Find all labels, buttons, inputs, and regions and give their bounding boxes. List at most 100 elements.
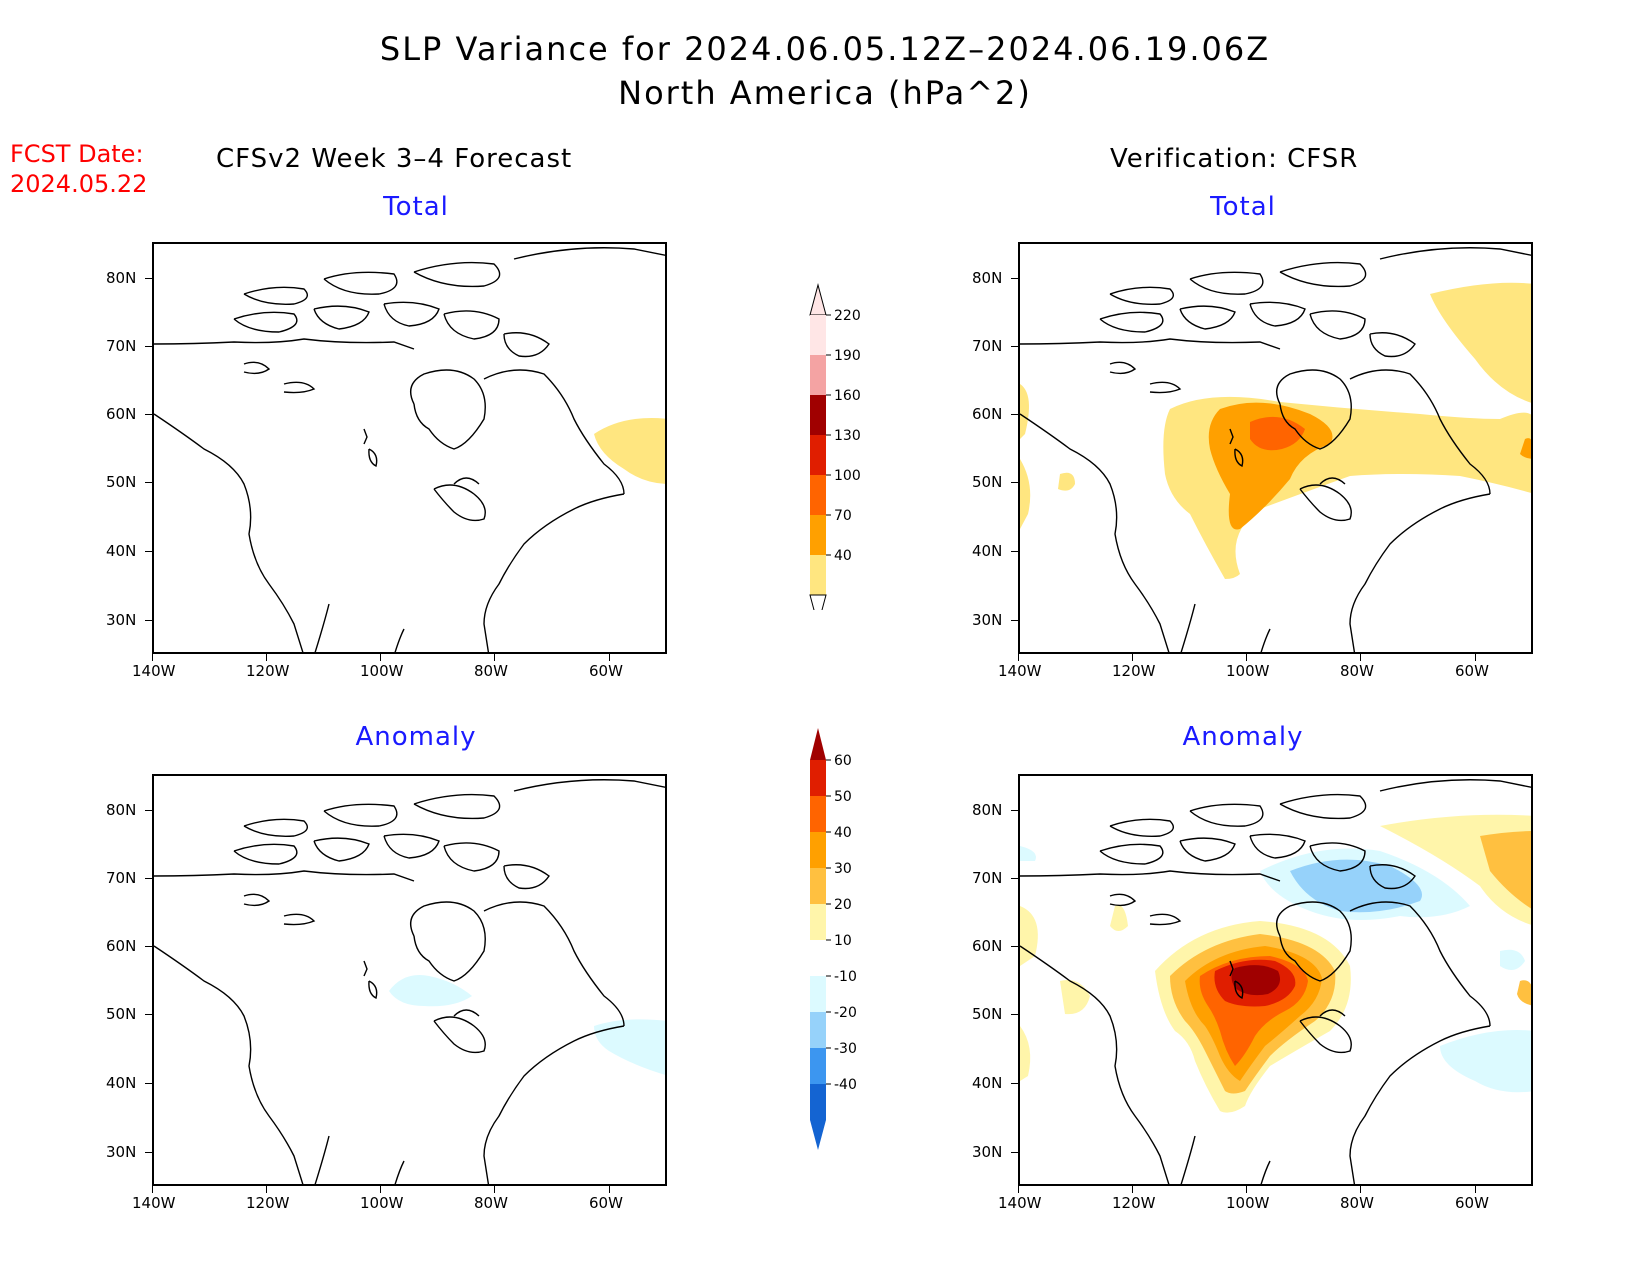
- forecast-total-map-svg: [154, 247, 665, 652]
- longitude-tick-label: 80W: [474, 1194, 508, 1212]
- colorbar-swatch: [810, 315, 826, 355]
- coastline: [1180, 603, 1196, 652]
- coastline: [1099, 311, 1164, 333]
- coastline: [1109, 286, 1174, 305]
- shading-fill: [1517, 980, 1531, 1006]
- coastline: [154, 413, 304, 652]
- coastline: [154, 338, 415, 350]
- longitude-tick-mark: [1360, 654, 1361, 661]
- colorbar-swatch: [810, 1048, 826, 1084]
- latitude-tick-label: 30N: [972, 1143, 1003, 1161]
- colorbar-level-label: -20: [834, 1005, 857, 1021]
- coastline: [1020, 870, 1281, 882]
- subtitle: North America (hPa^2): [618, 74, 1032, 112]
- coastline: [1229, 428, 1234, 445]
- shading-fill: [1290, 859, 1422, 913]
- latitude-tick-label: 70N: [106, 337, 137, 355]
- latitude-tick-mark: [1011, 946, 1018, 947]
- coastline: [283, 381, 316, 394]
- latitude-tick-mark: [1011, 620, 1018, 621]
- coastline: [323, 271, 398, 295]
- longitude-tick-mark: [609, 654, 610, 661]
- coastline: [394, 628, 405, 652]
- colorbar-level-label: 130: [834, 428, 861, 444]
- shading-fill: [1250, 416, 1305, 451]
- shading-fill: [1440, 1030, 1531, 1093]
- latitude-tick-label: 50N: [972, 1005, 1003, 1023]
- latitude-tick-mark: [1011, 278, 1018, 279]
- coastline: [1234, 980, 1244, 1000]
- coastline: [368, 448, 378, 468]
- latitude-tick-mark: [145, 1014, 152, 1015]
- latitude-tick-mark: [1011, 482, 1018, 483]
- shading-fill: [1060, 980, 1090, 1015]
- coastline: [243, 361, 271, 375]
- longitude-tick-mark: [152, 1186, 153, 1193]
- longitude-tick-mark: [1360, 1186, 1361, 1193]
- longitude-tick-mark: [1246, 1186, 1247, 1193]
- latitude-tick-label: 70N: [972, 869, 1003, 887]
- coastline: [323, 803, 398, 827]
- coastline: [1309, 842, 1366, 872]
- coastline: [1179, 837, 1236, 862]
- coastline: [1099, 843, 1164, 865]
- colorbar-level-label: 50: [834, 789, 852, 805]
- coastline: [1260, 1160, 1271, 1184]
- longitude-tick-mark: [380, 654, 381, 661]
- coastline: [1109, 361, 1137, 375]
- coastline: [1149, 913, 1182, 926]
- coastline: [394, 1160, 405, 1184]
- coastline: [1309, 310, 1366, 340]
- longitude-tick-label: 60W: [589, 662, 623, 680]
- verification-column-heading: Verification: CFSR: [1110, 144, 1359, 174]
- shading-fill: [1110, 905, 1128, 931]
- longitude-tick-label: 120W: [246, 662, 290, 680]
- longitude-tick-mark: [1475, 1186, 1476, 1193]
- latitude-tick-mark: [145, 551, 152, 552]
- coastline: [1020, 945, 1170, 1184]
- longitude-tick-label: 120W: [246, 1194, 290, 1212]
- longitude-tick-label: 60W: [589, 1194, 623, 1212]
- coastline: [1020, 338, 1281, 350]
- latitude-tick-label: 80N: [106, 801, 137, 819]
- longitude-tick-label: 100W: [1226, 662, 1270, 680]
- forecast-anomaly-map: [152, 774, 667, 1186]
- colorbar-level-label: 30: [834, 861, 852, 877]
- colorbar-swatch: [810, 940, 826, 976]
- coastline: [313, 837, 370, 862]
- coastline: [483, 369, 625, 495]
- coastline: [1179, 305, 1236, 330]
- latitude-tick-label: 40N: [972, 542, 1003, 560]
- coastline: [243, 893, 271, 907]
- forecast-anomaly-title: Anomaly: [355, 722, 477, 752]
- shading-fill: [1020, 459, 1031, 529]
- verification-anomaly-map-svg: [1020, 779, 1531, 1184]
- longitude-tick-mark: [494, 1186, 495, 1193]
- coastline: [363, 960, 368, 977]
- colorbar-swatch: [810, 355, 826, 395]
- coastline: [1249, 833, 1306, 859]
- latitude-tick-mark: [1011, 414, 1018, 415]
- latitude-tick-mark: [1011, 551, 1018, 552]
- colorbar-level-label: 100: [834, 468, 861, 484]
- coastline: [410, 369, 486, 450]
- longitude-tick-mark: [152, 654, 153, 661]
- longitude-tick-mark: [609, 1186, 610, 1193]
- coastline: [443, 842, 500, 872]
- latitude-tick-label: 80N: [972, 269, 1003, 287]
- longitude-tick-label: 140W: [132, 662, 176, 680]
- latitude-tick-mark: [1011, 1014, 1018, 1015]
- forecast-total-map: [152, 242, 667, 654]
- colorbar-level-label: -10: [834, 969, 857, 985]
- colorbar-level-label: 220: [834, 308, 861, 324]
- colorbar-level-label: -30: [834, 1041, 857, 1057]
- coastline: [243, 286, 308, 305]
- coastline: [1180, 1135, 1196, 1184]
- longitude-tick-mark: [266, 654, 267, 661]
- longitude-tick-mark: [266, 1186, 267, 1193]
- coastline: [1319, 1009, 1346, 1017]
- colorbar-swatch: [810, 435, 826, 475]
- coastline: [233, 311, 298, 333]
- latitude-tick-label: 80N: [106, 269, 137, 287]
- latitude-tick-label: 30N: [972, 611, 1003, 629]
